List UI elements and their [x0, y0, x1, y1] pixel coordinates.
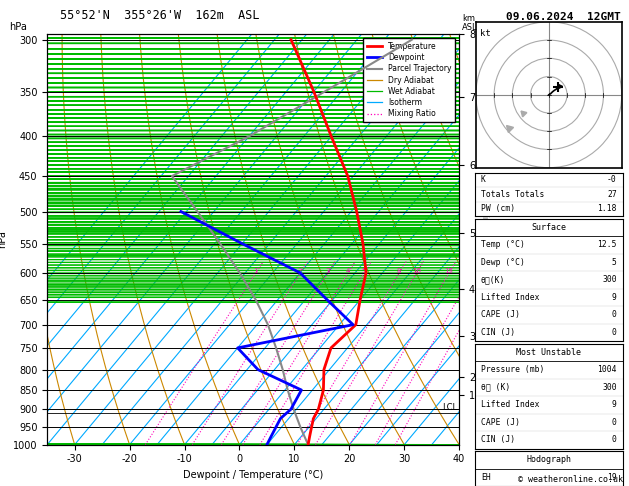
Text: Hodograph: Hodograph: [526, 455, 571, 464]
Text: km
ASL: km ASL: [462, 14, 478, 32]
X-axis label: Dewpoint / Temperature (°C): Dewpoint / Temperature (°C): [183, 470, 323, 480]
Text: 19: 19: [607, 473, 617, 482]
Text: CAPE (J): CAPE (J): [481, 311, 520, 319]
Text: 0: 0: [612, 328, 617, 337]
Text: LCL: LCL: [442, 403, 457, 412]
Text: Pressure (mb): Pressure (mb): [481, 365, 544, 374]
Text: Totals Totals: Totals Totals: [481, 190, 544, 199]
Text: hPa: hPa: [9, 21, 27, 32]
Text: PW (cm): PW (cm): [481, 205, 515, 213]
Text: Lifted Index: Lifted Index: [481, 293, 539, 302]
Y-axis label: hPa: hPa: [0, 230, 8, 248]
Text: CIN (J): CIN (J): [481, 435, 515, 444]
Text: 12.5: 12.5: [598, 241, 617, 249]
Text: 3: 3: [325, 268, 330, 274]
Legend: Temperature, Dewpoint, Parcel Trajectory, Dry Adiabat, Wet Adiabat, Isotherm, Mi: Temperature, Dewpoint, Parcel Trajectory…: [363, 38, 455, 122]
Text: 4: 4: [345, 268, 350, 274]
Text: Dewp (°C): Dewp (°C): [481, 258, 525, 267]
Text: K: K: [481, 175, 486, 184]
Text: EH: EH: [481, 473, 491, 482]
Text: 9: 9: [612, 400, 617, 409]
Text: 9: 9: [612, 293, 617, 302]
Text: Lifted Index: Lifted Index: [481, 400, 539, 409]
Text: θᴁ (K): θᴁ (K): [481, 383, 510, 392]
Text: 15: 15: [444, 268, 453, 274]
Text: 1: 1: [253, 268, 258, 274]
Text: 2: 2: [298, 268, 302, 274]
Text: kt: kt: [479, 29, 490, 38]
Text: Most Unstable: Most Unstable: [516, 348, 581, 357]
Text: 0: 0: [612, 435, 617, 444]
Text: 300: 300: [602, 276, 617, 284]
Text: 1004: 1004: [598, 365, 617, 374]
Text: 09.06.2024  12GMT  (Base: 06): 09.06.2024 12GMT (Base: 06): [506, 12, 629, 22]
Text: CAPE (J): CAPE (J): [481, 418, 520, 427]
Text: -0: -0: [607, 175, 617, 184]
Text: 0: 0: [612, 418, 617, 427]
Text: Surface: Surface: [532, 223, 566, 232]
Text: 5: 5: [362, 268, 366, 274]
Text: 10: 10: [412, 268, 421, 274]
Y-axis label: Mixing Ratio (g/kg): Mixing Ratio (g/kg): [480, 200, 489, 279]
Text: 55°52'N  355°26'W  162m  ASL: 55°52'N 355°26'W 162m ASL: [60, 9, 259, 22]
Text: © weatheronline.co.uk: © weatheronline.co.uk: [518, 474, 623, 484]
Text: CIN (J): CIN (J): [481, 328, 515, 337]
Text: Temp (°C): Temp (°C): [481, 241, 525, 249]
Text: 300: 300: [602, 383, 617, 392]
Text: 27: 27: [607, 190, 617, 199]
Text: 0: 0: [612, 311, 617, 319]
Text: 8: 8: [397, 268, 401, 274]
Text: θᴁ(K): θᴁ(K): [481, 276, 505, 284]
Text: 1.18: 1.18: [598, 205, 617, 213]
Text: 5: 5: [612, 258, 617, 267]
